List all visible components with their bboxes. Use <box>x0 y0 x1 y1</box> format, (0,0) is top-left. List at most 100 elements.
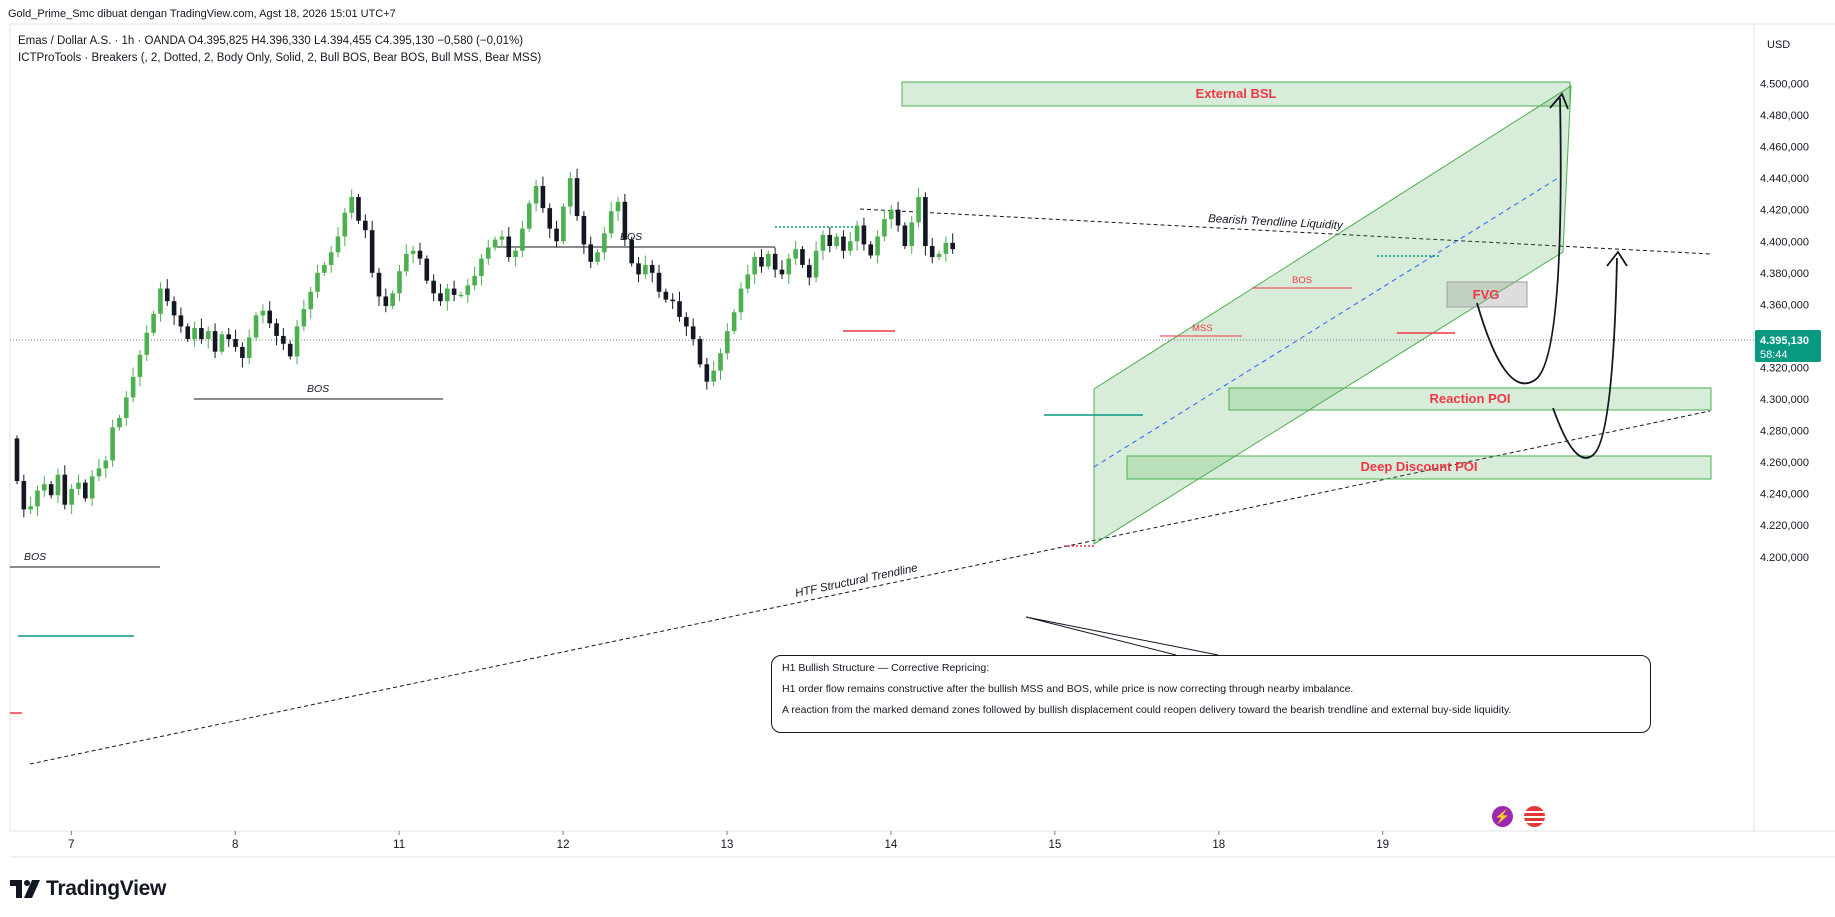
candle-bearish <box>185 326 191 340</box>
candle-bearish <box>48 484 54 496</box>
candle-bullish <box>35 490 40 507</box>
candle-bullish <box>813 250 819 278</box>
bearish-trendline-label: Bearish Trendline Liquidity <box>1208 213 1344 232</box>
price-axis[interactable]: 4.200,000 4.220,000 4.240,000 4.260,000 4.28… <box>1760 79 1809 564</box>
y-tick-label: 4.260,000 <box>1760 457 1809 469</box>
tradingview-logo-icon <box>10 880 40 898</box>
candle-bearish <box>369 230 375 273</box>
candle-bullish <box>882 219 887 237</box>
candle-bearish <box>779 269 785 275</box>
x-tick-label: 13 <box>721 839 734 851</box>
candle-bearish <box>704 364 710 382</box>
note-line-1: H1 order flow remains constructive after… <box>782 683 1354 695</box>
candle-bullish <box>520 228 525 251</box>
candle-bullish <box>76 482 81 489</box>
candle-bearish <box>923 197 928 246</box>
candle-bullish <box>834 236 839 246</box>
candle-bearish <box>895 209 901 226</box>
last-price-value: 4.395,130 <box>1760 335 1809 347</box>
candle-bullish <box>561 206 566 242</box>
candle-bearish <box>841 236 846 251</box>
x-tick-label: 11 <box>393 839 405 851</box>
candle-bullish <box>820 234 826 251</box>
candle-bearish <box>656 272 662 292</box>
candle-bullish <box>499 236 505 240</box>
candle-bullish <box>342 212 348 237</box>
candle-bullish <box>335 236 341 253</box>
candle-bullish <box>608 211 614 234</box>
candle-bullish <box>253 315 259 338</box>
fvg-label: FVG <box>1473 287 1500 302</box>
y-tick-label: 4.500,000 <box>1760 79 1809 91</box>
candle-bullish <box>123 397 129 418</box>
analysis-note[interactable]: H1 Bullish Structure — Corrective Repric… <box>771 655 1651 733</box>
candle-bearish <box>240 346 245 358</box>
candle-bearish <box>431 280 436 294</box>
symbol-ohlc-line[interactable]: Emas / Dollar A.S. · 1h · OANDA O4.395,8… <box>18 35 524 47</box>
candle-bullish <box>745 274 751 289</box>
candle-bullish <box>158 288 163 314</box>
time-axis[interactable]: 7 8 11 12 13 14 15 18 19 <box>68 831 1389 851</box>
candle-bullish <box>936 253 942 258</box>
tradingview-brand[interactable]: TradingView <box>10 877 166 901</box>
indicator-line[interactable]: ICTProTools · Breakers (, 2, Dotted, 2, … <box>18 52 542 64</box>
candle-bullish <box>110 427 115 461</box>
y-tick-label: 4.320,000 <box>1760 362 1809 374</box>
candle-bullish <box>315 272 320 292</box>
y-tick-label: 4.460,000 <box>1760 142 1809 154</box>
currency-label[interactable]: USD <box>1767 39 1790 51</box>
y-tick-label: 4.240,000 <box>1760 489 1809 501</box>
bar-countdown: 58:44 <box>1760 349 1788 361</box>
chart-credit: Gold_Prime_Smc dibuat dengan TradingView… <box>8 8 396 20</box>
deep-discount-poi-zone <box>1126 455 1712 480</box>
candle-bullish <box>718 353 723 371</box>
y-tick-label: 4.300,000 <box>1760 394 1809 406</box>
candle-bullish <box>444 288 450 302</box>
candle-bearish <box>806 264 812 278</box>
channel-midline <box>1093 177 1559 468</box>
candle-bearish <box>356 197 361 221</box>
candle-bullish <box>595 252 600 262</box>
candle-bearish <box>581 216 587 245</box>
candle-bearish <box>649 264 655 273</box>
us-flag-icon[interactable] <box>1524 806 1545 827</box>
candle-bullish <box>130 376 136 398</box>
candle-bearish <box>636 263 641 275</box>
candle-bearish <box>540 186 546 209</box>
lightning-icon[interactable]: ⚡ <box>1492 806 1513 827</box>
candle-bullish <box>89 476 95 499</box>
candle-bearish <box>451 288 457 295</box>
candle-bearish <box>199 328 204 340</box>
candle-bearish <box>800 249 805 265</box>
candle-bearish <box>574 178 580 217</box>
fvg-zone <box>1446 281 1528 308</box>
candle-bearish <box>929 245 935 258</box>
candle-bullish <box>472 275 477 286</box>
candle-bearish <box>171 301 177 316</box>
candle-bullish <box>28 506 33 510</box>
projection-path-1 <box>1476 97 1562 385</box>
candle-bullish <box>390 293 395 306</box>
candle-bullish <box>458 294 464 297</box>
projection-arrowhead-2 <box>1606 250 1628 267</box>
y-tick-label: 4.360,000 <box>1760 299 1809 311</box>
candle-bearish <box>868 244 874 256</box>
projection-arrowhead-1 <box>1549 92 1569 110</box>
candle-bullish <box>513 250 518 258</box>
candle-bearish <box>83 482 88 499</box>
candle-bullish <box>738 288 744 313</box>
candle-bearish <box>629 239 634 264</box>
candle-bullish <box>294 326 300 357</box>
candle-bullish <box>117 417 122 428</box>
candle-bearish <box>697 339 703 365</box>
candle-bearish <box>950 242 956 250</box>
brand-name: TradingView <box>46 877 167 900</box>
candle-bullish <box>875 236 880 256</box>
last-price-badge[interactable] <box>1755 330 1821 362</box>
candle-bullish <box>103 460 109 469</box>
candle-bullish <box>793 249 798 259</box>
candle-bearish <box>663 291 669 300</box>
candle-bullish <box>137 354 143 377</box>
x-tick-label: 14 <box>885 839 898 851</box>
